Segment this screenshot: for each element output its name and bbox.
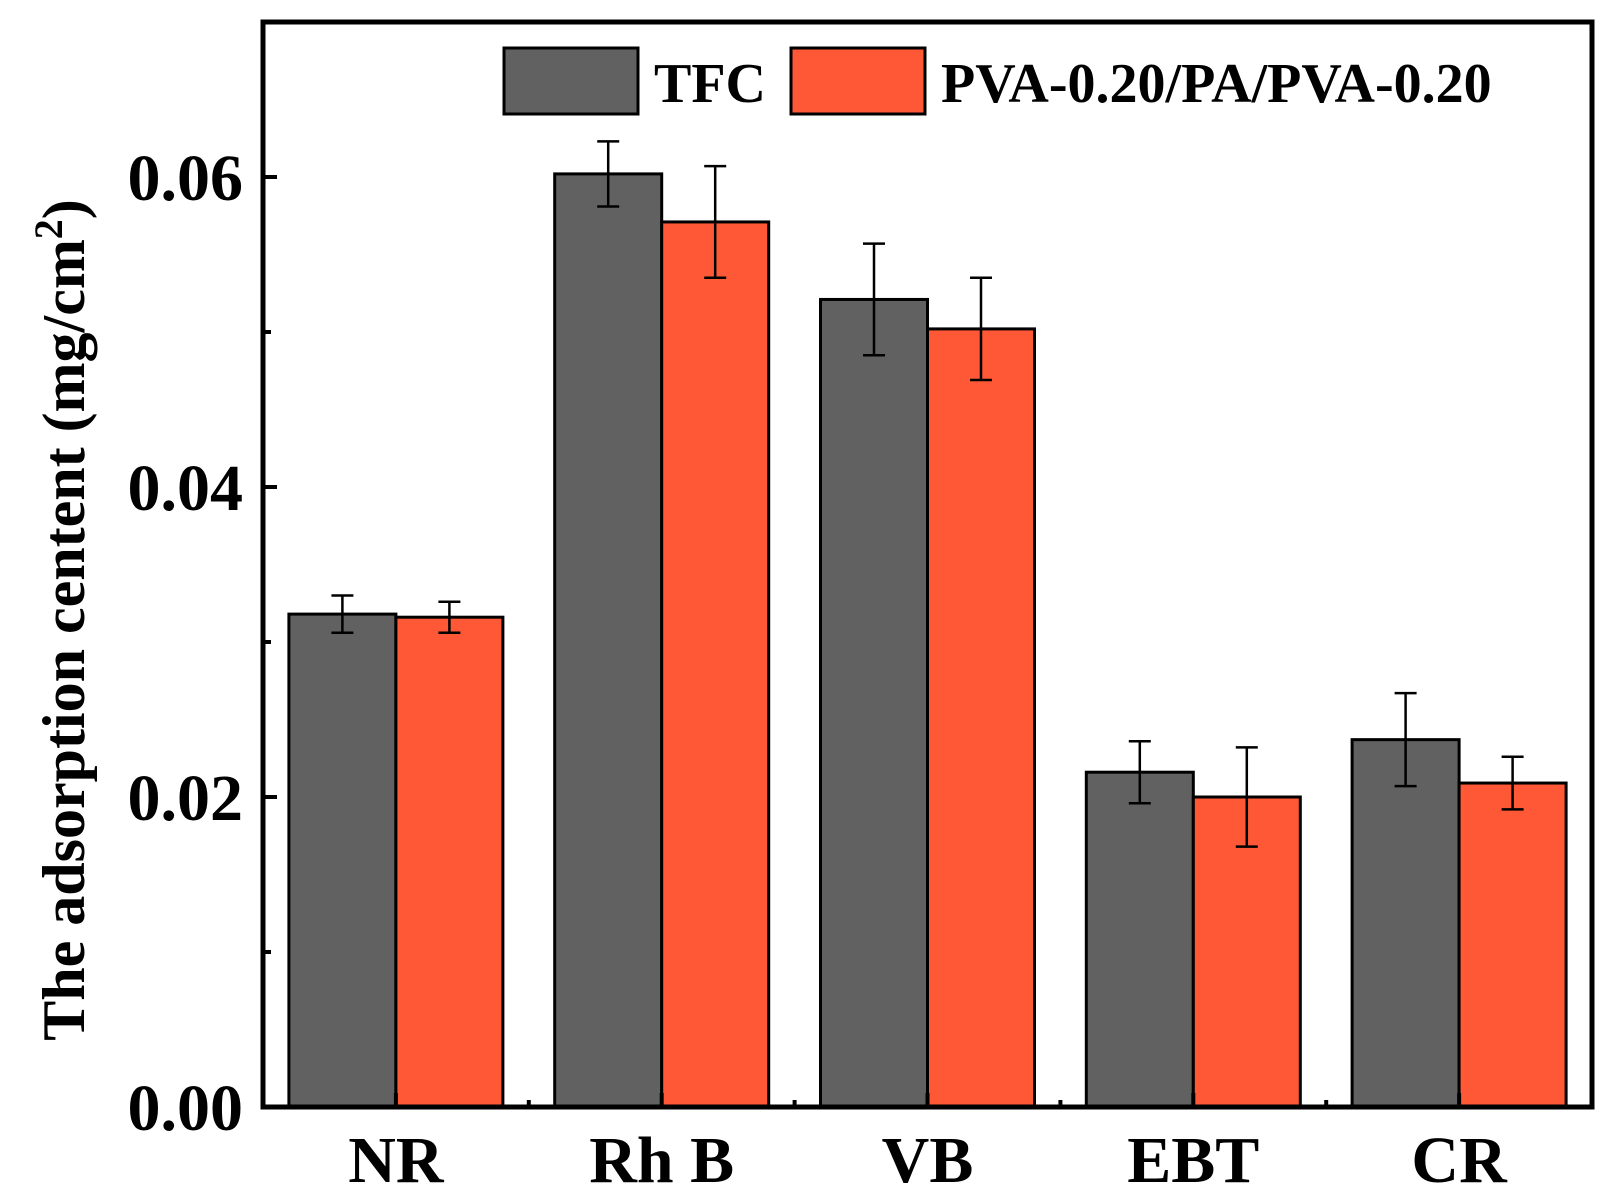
legend-swatch-tfc	[502, 46, 640, 116]
y-tick-label: 0.04	[128, 452, 244, 525]
legend-swatch-pva-0-20-pa-pva-0-20	[789, 46, 927, 116]
x-tick-label-nr: NR	[348, 1124, 445, 1197]
y-axis-title-main: The adsorption centent (mg/cm	[31, 239, 97, 1041]
x-tick-label-rh-b: Rh B	[589, 1124, 734, 1197]
bar-pva-0-20-pa-pva-0-20-cr	[1457, 781, 1568, 1109]
bar-pva-0-20-pa-pva-0-20-nr	[394, 615, 505, 1109]
y-axis-title-close: )	[31, 199, 97, 219]
legend-label-tfc: TFC	[654, 53, 766, 115]
x-tick-label-ebt: EBT	[1127, 1124, 1259, 1197]
bar-tfc-rh-b	[553, 172, 664, 1109]
y-tick-label: 0.02	[128, 762, 244, 835]
bar-tfc-nr	[287, 612, 398, 1109]
bar-tfc-cr	[1350, 738, 1461, 1109]
legend-label-pva-0-20-pa-pva-0-20: PVA-0.20/PA/PVA-0.20	[941, 53, 1492, 115]
y-axis-title-superscript: 2	[26, 219, 71, 239]
y-tick-label: 0.00	[128, 1072, 244, 1145]
y-axis-title: The adsorption centent (mg/cm2)	[26, 199, 97, 1041]
bar-layer	[287, 172, 1568, 1109]
bar-pva-0-20-pa-pva-0-20-vb	[926, 327, 1036, 1109]
bar-pva-0-20-pa-pva-0-20-rh-b	[660, 220, 771, 1109]
x-tick-label-cr: CR	[1411, 1124, 1508, 1197]
bar-tfc-ebt	[1084, 770, 1195, 1109]
bar-pva-0-20-pa-pva-0-20-ebt	[1191, 795, 1302, 1109]
legend: TFC PVA-0.20/PA/PVA-0.20	[502, 46, 1492, 116]
bar-tfc-vb	[819, 297, 929, 1109]
y-tick-label: 0.06	[128, 142, 244, 215]
error-bar-layer	[331, 140, 1524, 848]
x-tick-label-vb: VB	[882, 1124, 974, 1197]
plot-frame	[260, 19, 1595, 1110]
